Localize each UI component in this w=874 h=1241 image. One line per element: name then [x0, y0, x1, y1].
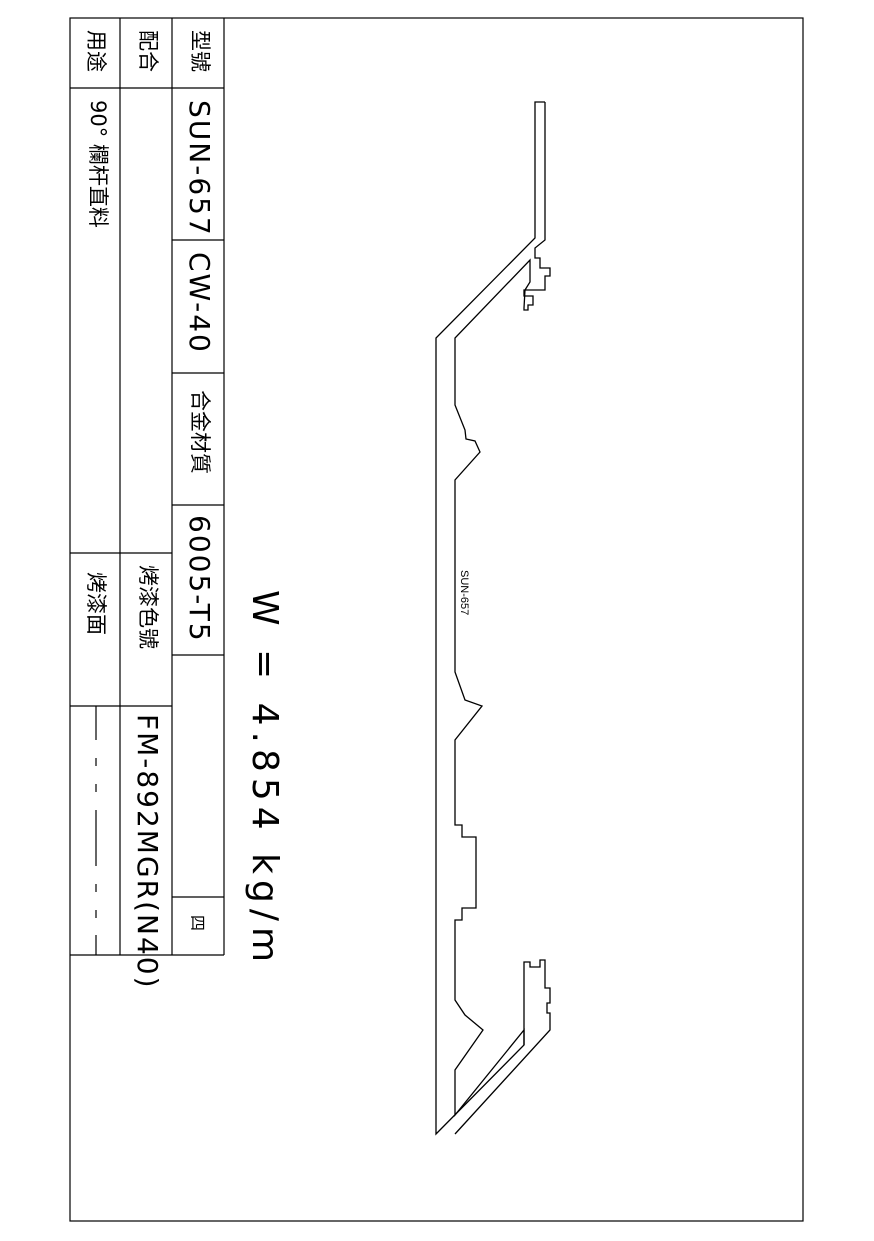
use-value: 90° 欄杆直料: [86, 100, 110, 228]
paint-face-label: 烤漆面: [84, 572, 108, 635]
weight-label: W = 4.854 kg/m: [244, 590, 285, 969]
use-label: 用途: [84, 30, 108, 72]
extrusion-profile: [435, 101, 551, 1136]
model-code: CW-40: [183, 252, 216, 354]
sheet-mark: 四: [188, 915, 207, 932]
model-value: SUN-657: [183, 100, 216, 237]
sheet-border: [69, 17, 804, 1222]
paint-color-value: FM-892MGR(N40): [131, 714, 164, 990]
material-value: 6005-T5: [183, 515, 216, 643]
profile-outer-outline: [435, 101, 551, 1136]
profile-inner-outline: [454, 102, 551, 1117]
profile-label: SUN-657: [458, 570, 470, 616]
material-label: 合金材質: [188, 390, 212, 474]
fit-label: 配合: [136, 30, 160, 72]
title-block-grid: [70, 18, 225, 956]
paint-color-label: 烤漆色號: [136, 565, 160, 649]
model-label: 型號: [188, 30, 212, 72]
